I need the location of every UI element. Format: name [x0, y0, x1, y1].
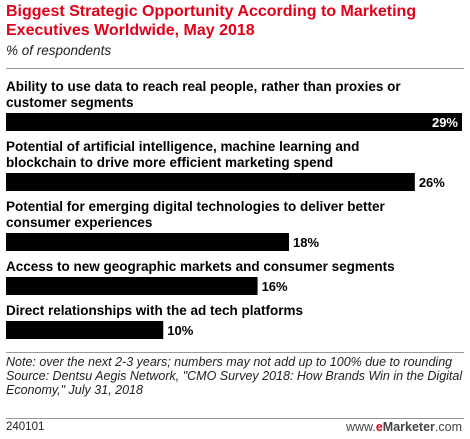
- data-label: 18%: [293, 235, 319, 250]
- bar: [6, 321, 164, 339]
- chart-notes: Note: over the next 2-3 years; numbers m…: [6, 355, 466, 397]
- category-label: consumer experiences: [6, 215, 152, 230]
- category-label: blockchain to drive more efficient marke…: [6, 155, 333, 170]
- chart-title: Biggest Strategic Opportunity According …: [6, 3, 417, 39]
- category-label: Potential of artificial intelligence, ma…: [6, 139, 359, 154]
- bar: [6, 233, 290, 251]
- footer-divider: [6, 418, 464, 419]
- brand-prefix: www.: [345, 420, 376, 434]
- chart-id: 240101: [6, 421, 45, 433]
- chart-subtitle: % of respondents: [6, 43, 112, 58]
- category-label: Ability to use data to reach real people…: [6, 79, 401, 94]
- top-divider: [6, 68, 464, 69]
- category-label: Potential for emerging digital technolog…: [6, 199, 386, 214]
- bar-chart: Ability to use data to reach real people…: [6, 79, 462, 339]
- bar: [6, 173, 415, 191]
- source-text: Source: Dentsu Aegis Network, "CMO Surve…: [6, 369, 463, 397]
- bar: [6, 113, 462, 131]
- brand-name: Marketer: [382, 420, 435, 434]
- bar: [6, 277, 258, 295]
- data-label: 16%: [262, 279, 288, 294]
- data-label: 26%: [419, 175, 445, 190]
- notes-divider: [6, 352, 464, 353]
- category-label: Direct relationships with the ad tech pl…: [6, 303, 303, 318]
- data-label: 29%: [432, 115, 458, 130]
- emarketer-logo[interactable]: www.eMarketer.com: [346, 420, 462, 434]
- note-text: Note: over the next 2-3 years; numbers m…: [6, 355, 453, 369]
- data-label: 10%: [167, 323, 193, 338]
- category-label: Access to new geographic markets and con…: [6, 259, 395, 274]
- brand-suffix: .com: [434, 420, 462, 434]
- category-label: customer segments: [6, 95, 134, 110]
- brand-e: e: [375, 420, 383, 434]
